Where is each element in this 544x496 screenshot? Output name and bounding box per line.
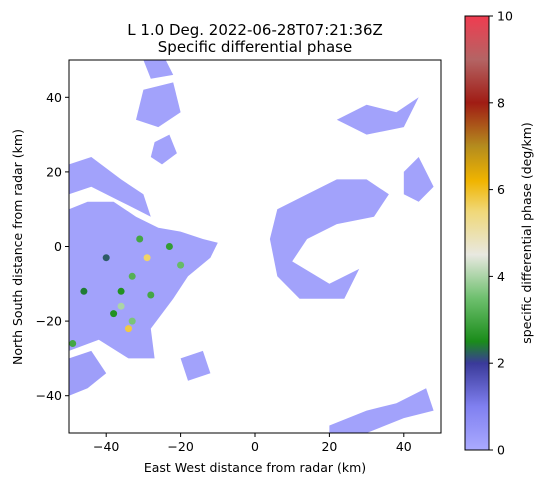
x-tick-label: 20 <box>321 439 337 454</box>
cell-12 <box>69 340 77 347</box>
colorbar-tick-label: 2 <box>497 356 505 371</box>
region-north-top-blob <box>143 60 174 79</box>
cell-7 <box>128 317 136 325</box>
colorbar-tick-label: 10 <box>497 9 513 24</box>
x-tick-label: −40 <box>93 439 119 454</box>
x-axis-label: East West distance from radar (km) <box>144 460 366 475</box>
region-northeast-band <box>336 97 419 135</box>
chart-title-line1: L 1.0 Deg. 2022-06-28T07:21:36Z <box>127 21 383 39</box>
cell-9 <box>110 310 118 318</box>
cell-13 <box>117 302 125 310</box>
x-tick-label: −20 <box>167 439 193 454</box>
cell-4 <box>177 261 185 269</box>
colorbar-label: specific differential phase (deg/km) <box>519 122 534 344</box>
data-layer <box>69 60 434 433</box>
cell-5 <box>147 291 155 299</box>
region-center-ring <box>269 179 389 299</box>
x-tick-label: 40 <box>396 439 412 454</box>
colorbar-tick-label: 6 <box>497 182 505 197</box>
region-north-cluster-2 <box>150 134 177 165</box>
colorbar-ticks: 0 2 4 6 8 10 <box>489 9 513 458</box>
y-tick-label: 40 <box>46 90 62 105</box>
region-west-sector-blob <box>69 350 107 396</box>
x-axis: −40 −20 0 20 40 <box>93 433 412 454</box>
region-east-north-patch <box>403 157 434 202</box>
cell-11 <box>102 254 110 262</box>
region-north-cluster <box>136 82 181 128</box>
cell-0 <box>136 235 144 243</box>
y-tick-label: 20 <box>46 164 62 179</box>
x-tick-label: 0 <box>251 439 259 454</box>
region-northwest-cells <box>69 157 151 217</box>
cell-2 <box>128 272 136 280</box>
y-axis: −40 −20 0 20 40 <box>36 90 69 403</box>
y-tick-label: −20 <box>36 314 62 329</box>
y-axis-label: North South distance from radar (km) <box>10 129 25 365</box>
cell-1 <box>143 254 151 262</box>
region-southeast-strip <box>329 388 434 433</box>
cell-8 <box>125 325 132 333</box>
y-tick-label: 0 <box>54 239 62 254</box>
cell-10 <box>80 287 88 295</box>
cell-3 <box>165 243 173 250</box>
colorbar-tick-label: 0 <box>497 443 505 458</box>
colorbar-tick-label: 8 <box>497 95 505 110</box>
region-western-stratiform <box>69 201 218 359</box>
chart-title-line2: Specific differential phase <box>158 38 352 56</box>
region-south-mid-patch <box>180 350 211 381</box>
colorbar-tick-label: 4 <box>497 269 505 284</box>
y-tick-label: −40 <box>36 388 62 403</box>
cell-6 <box>117 287 125 295</box>
colorbar <box>464 15 490 451</box>
